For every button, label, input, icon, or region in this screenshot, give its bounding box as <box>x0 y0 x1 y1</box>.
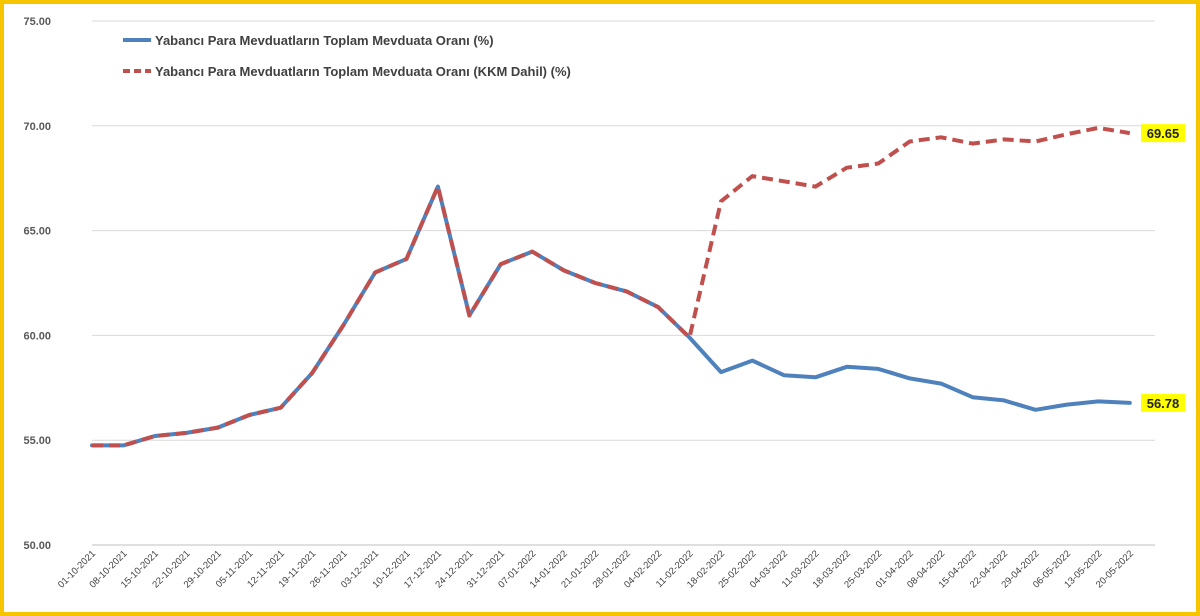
end-label-box-1 <box>1141 393 1185 412</box>
y-axis: 50.00 55.00 60.00 65.00 70.00 75.00 <box>23 16 51 552</box>
legend-label-1: Yabancı Para Mevduatların Toplam Mevduat… <box>155 33 494 48</box>
y-tick-label: 75.00 <box>23 16 51 28</box>
legend-label-2: Yabancı Para Mevduatların Toplam Mevduat… <box>155 64 571 79</box>
y-tick-label: 55.00 <box>23 435 51 447</box>
series-line-2 <box>92 125 1131 448</box>
legend: Yabancı Para Mevduatların Toplam Mevduat… <box>123 33 571 79</box>
end-label-1: 56.78 <box>1147 396 1180 411</box>
y-tick-label: 65.00 <box>23 226 51 238</box>
y-tick-label: 70.00 <box>23 121 51 133</box>
y-tick-label: 60.00 <box>23 330 51 342</box>
series-line-1 <box>90 184 1132 448</box>
series-lines <box>90 125 1132 448</box>
end-label-box-2 <box>1141 124 1185 143</box>
end-label-2: 69.65 <box>1147 126 1180 141</box>
gridlines <box>92 20 1155 546</box>
x-axis: 01-10-202108-10-202115-10-202122-10-2021… <box>56 548 1136 590</box>
end-labels: 56.78 69.65 <box>1141 124 1185 412</box>
y-tick-label: 50.00 <box>23 540 51 552</box>
